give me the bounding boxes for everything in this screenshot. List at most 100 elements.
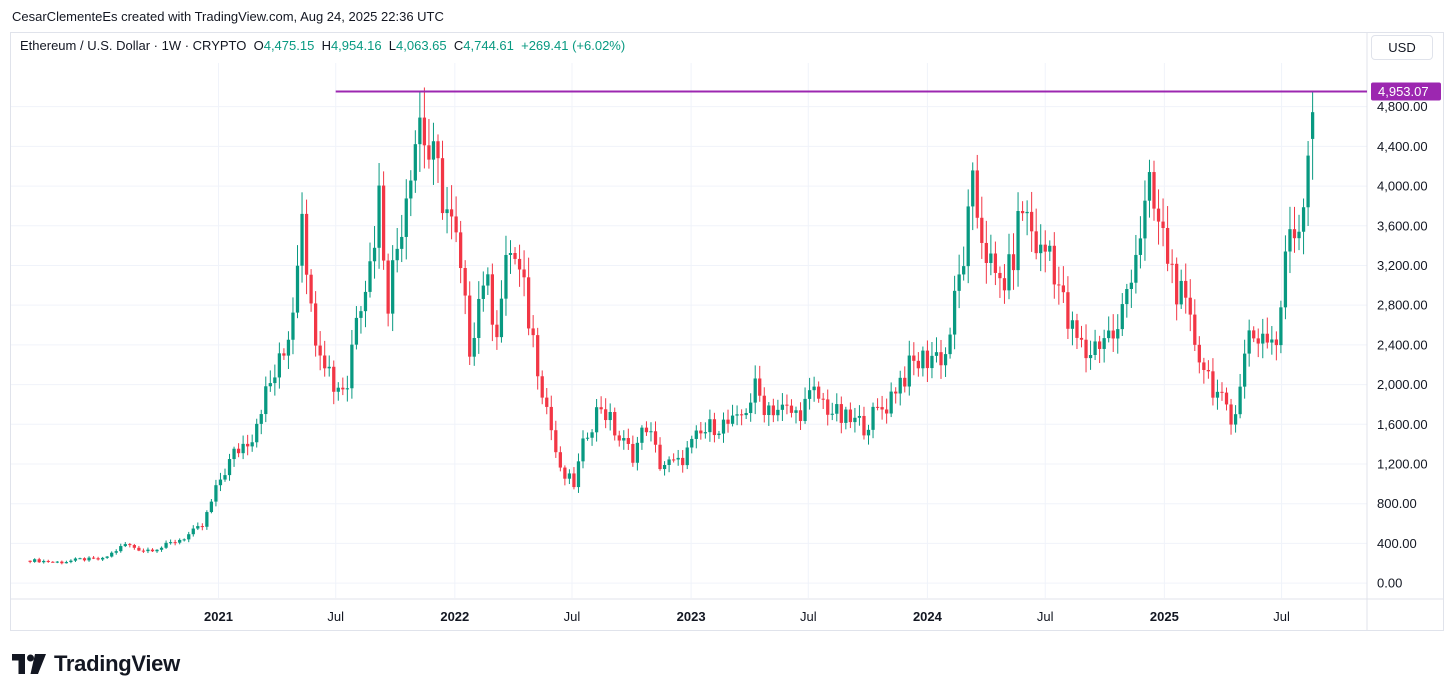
- candle: [196, 522, 200, 531]
- candle: [273, 364, 277, 396]
- candle: [241, 435, 245, 460]
- candle: [218, 472, 223, 492]
- candle-body: [468, 295, 472, 357]
- candle: [681, 450, 685, 473]
- candle: [459, 220, 463, 284]
- candle-body: [101, 557, 105, 560]
- candle: [644, 421, 649, 436]
- currency-button[interactable]: USD: [1371, 35, 1433, 60]
- candle: [1283, 235, 1288, 320]
- candle: [341, 377, 345, 396]
- candle: [404, 179, 408, 260]
- tradingview-logo[interactable]: TradingView: [12, 651, 180, 677]
- high-key: H: [321, 38, 331, 53]
- candle-body: [848, 409, 853, 423]
- candle-body: [1310, 112, 1315, 139]
- candle: [236, 443, 241, 458]
- y-tick-label: 400.00: [1377, 536, 1417, 551]
- candle: [159, 546, 164, 552]
- candle-body: [1107, 330, 1111, 339]
- candle-body: [545, 397, 549, 407]
- candle-body: [644, 427, 649, 433]
- candle: [431, 122, 436, 185]
- candle-body: [699, 430, 703, 434]
- candle: [581, 430, 585, 469]
- candle: [1310, 91, 1315, 180]
- candle: [1256, 328, 1260, 358]
- candle: [1279, 300, 1283, 354]
- candle: [789, 399, 794, 418]
- candle: [572, 467, 576, 490]
- candle-body: [87, 557, 91, 561]
- candle: [1020, 201, 1025, 221]
- candle: [545, 388, 549, 415]
- candle-body: [313, 303, 318, 346]
- candle: [771, 398, 775, 423]
- candle-body: [291, 312, 295, 340]
- candle: [943, 347, 948, 377]
- candle-body: [948, 334, 952, 355]
- candle-body: [372, 247, 377, 262]
- chart-frame[interactable]: [10, 32, 1444, 631]
- candle: [916, 352, 920, 377]
- candle: [42, 559, 46, 564]
- y-tick-label: 800.00: [1377, 496, 1417, 511]
- candle: [989, 234, 993, 276]
- candle-body: [558, 452, 562, 468]
- candle: [1007, 233, 1011, 300]
- candle: [277, 342, 282, 389]
- candle: [1107, 316, 1111, 343]
- x-tick-label: 2023: [677, 609, 706, 624]
- candle-body: [721, 419, 726, 434]
- candle-body: [957, 274, 961, 291]
- candle: [1025, 200, 1029, 236]
- candle-body: [585, 437, 590, 439]
- candle-body: [1202, 362, 1206, 370]
- candle: [812, 376, 816, 402]
- y-tick-label: 2,000.00: [1377, 377, 1428, 392]
- candle: [730, 404, 735, 427]
- x-axis: 2021 Jul 2022 Jul 2023 Jul 2024 Jul 2025 Jul: [204, 609, 1290, 624]
- candle: [1111, 314, 1115, 352]
- candle-body: [427, 145, 431, 160]
- candle-body: [295, 265, 300, 313]
- candle: [445, 187, 449, 234]
- candle: [540, 370, 544, 405]
- candle: [526, 257, 531, 336]
- candle: [753, 365, 757, 415]
- candle-body: [386, 260, 390, 314]
- candle-body: [413, 144, 417, 181]
- candle: [585, 432, 590, 441]
- candle-body: [1283, 251, 1288, 308]
- tradingview-logo-icon: [12, 654, 46, 674]
- candle-body: [377, 185, 381, 248]
- y-tick-label: 4,800.00: [1377, 99, 1428, 114]
- candle: [1306, 141, 1310, 227]
- candle: [998, 266, 1002, 298]
- x-tick-label: Jul: [1037, 609, 1054, 624]
- candle-body: [436, 141, 440, 159]
- candle-body: [853, 417, 857, 423]
- candle: [780, 393, 785, 422]
- grid-lines: [11, 33, 1443, 630]
- candle-body: [690, 438, 694, 448]
- candle-body: [1079, 337, 1084, 340]
- candle-body: [499, 298, 504, 338]
- candle: [436, 134, 440, 183]
- candle-body: [132, 545, 136, 548]
- candle-body: [758, 378, 762, 396]
- candle-body: [504, 254, 508, 299]
- candle-body: [798, 410, 803, 422]
- candle-body: [608, 412, 612, 421]
- candle: [798, 402, 803, 430]
- candle-body: [739, 414, 744, 416]
- candle: [554, 420, 558, 458]
- candle-body: [1111, 330, 1115, 339]
- candle: [993, 241, 998, 286]
- candle-body: [1270, 339, 1274, 343]
- candle: [975, 154, 979, 229]
- candle: [794, 406, 798, 424]
- candle: [69, 559, 73, 564]
- candle: [504, 235, 508, 316]
